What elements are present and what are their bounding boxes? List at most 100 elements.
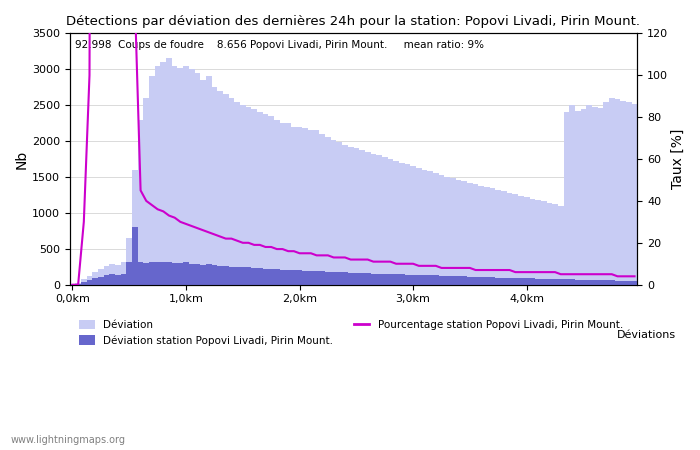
Bar <box>405 274 410 285</box>
Bar <box>620 281 626 285</box>
Bar <box>319 271 325 285</box>
Bar <box>564 279 569 285</box>
Bar <box>490 277 496 285</box>
Bar <box>620 101 626 285</box>
Bar <box>308 130 314 285</box>
Bar <box>376 274 382 285</box>
Bar <box>587 280 592 285</box>
Bar <box>541 202 547 285</box>
Bar <box>427 275 433 285</box>
Text: Déviations: Déviations <box>617 330 676 340</box>
Bar <box>144 263 149 285</box>
Bar <box>484 277 490 285</box>
Bar <box>217 266 223 285</box>
Bar <box>138 262 144 285</box>
Bar <box>149 262 155 285</box>
Bar <box>484 187 490 285</box>
Bar <box>132 227 138 285</box>
Bar <box>120 262 127 285</box>
Bar <box>461 276 467 285</box>
Bar <box>189 264 195 285</box>
Bar <box>342 144 348 285</box>
Bar <box>609 98 615 285</box>
Bar <box>354 148 359 285</box>
Bar <box>433 275 439 285</box>
Bar <box>115 265 120 285</box>
Bar <box>631 281 638 285</box>
Bar <box>206 76 211 285</box>
Bar <box>603 280 609 285</box>
Bar <box>490 189 496 285</box>
Bar <box>195 264 200 285</box>
Bar <box>376 155 382 285</box>
Bar <box>592 280 598 285</box>
Bar <box>337 143 342 285</box>
Bar <box>325 137 331 285</box>
Bar <box>399 274 405 285</box>
Bar <box>183 262 189 285</box>
Bar <box>507 278 512 285</box>
Bar <box>291 270 297 285</box>
Bar <box>603 102 609 285</box>
Bar <box>319 134 325 285</box>
Bar <box>274 120 280 285</box>
Bar <box>427 171 433 285</box>
Bar <box>399 162 405 285</box>
Bar <box>575 279 580 285</box>
Bar <box>370 274 376 285</box>
Bar <box>518 278 524 285</box>
Bar <box>268 269 274 285</box>
Bar <box>450 276 456 285</box>
Bar <box>302 271 308 285</box>
Bar <box>251 109 257 285</box>
Bar <box>467 277 473 285</box>
Bar <box>587 105 592 285</box>
Bar <box>337 272 342 285</box>
Bar <box>211 87 217 285</box>
Bar <box>274 269 280 285</box>
Bar <box>120 274 127 285</box>
Bar <box>268 116 274 285</box>
Bar <box>421 275 427 285</box>
Bar <box>348 147 354 285</box>
Bar <box>251 268 257 285</box>
Bar <box>473 277 478 285</box>
Bar <box>444 177 450 285</box>
Y-axis label: Nb: Nb <box>15 149 29 169</box>
Bar <box>410 166 416 285</box>
Bar <box>365 152 370 285</box>
Bar <box>206 264 211 285</box>
Bar <box>507 193 512 285</box>
Bar <box>615 280 620 285</box>
Bar <box>155 66 160 285</box>
Bar <box>92 272 98 285</box>
Bar <box>439 175 444 285</box>
Bar <box>331 272 337 285</box>
Bar <box>382 274 388 285</box>
Bar <box>569 279 575 285</box>
Bar <box>461 181 467 285</box>
Title: Détections par déviation des dernières 24h pour la station: Popovi Livadi, Pirin: Détections par déviation des dernières 2… <box>66 15 640 28</box>
Bar <box>416 168 421 285</box>
Bar <box>388 274 393 285</box>
Bar <box>529 279 536 285</box>
Bar <box>552 204 558 285</box>
Bar <box>98 277 104 285</box>
Bar <box>467 183 473 285</box>
Bar <box>342 273 348 285</box>
Bar <box>547 203 552 285</box>
Bar <box>286 123 291 285</box>
Bar <box>496 278 501 285</box>
Bar <box>536 200 541 285</box>
Bar <box>314 271 319 285</box>
Bar <box>98 269 104 285</box>
Bar <box>178 68 183 285</box>
Bar <box>541 279 547 285</box>
Bar <box>297 270 302 285</box>
Bar <box>615 99 620 285</box>
Bar <box>529 198 536 285</box>
Bar <box>217 91 223 285</box>
Bar <box>81 279 87 285</box>
Bar <box>127 262 132 285</box>
Bar <box>172 66 178 285</box>
